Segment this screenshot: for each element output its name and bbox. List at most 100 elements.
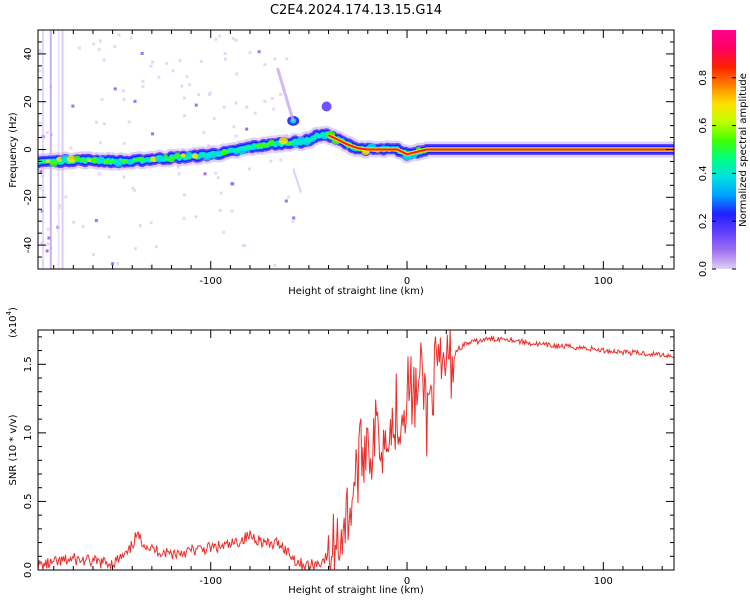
snr-x-tick-labels: -100 0 100 bbox=[199, 576, 612, 587]
spectrogram-speckle bbox=[269, 159, 273, 163]
spectrogram-ridge-blob bbox=[208, 151, 218, 159]
spectrogram-x-tick-label: -100 bbox=[199, 276, 222, 287]
spectrogram-speckle bbox=[232, 125, 236, 129]
spectrogram-speckle bbox=[182, 114, 186, 118]
spectrogram-speckle bbox=[214, 171, 218, 175]
spectrogram-speckle bbox=[81, 224, 85, 228]
colorbar: 0.0 0.2 0.4 0.6 0.8 Normalized spectral ampl… bbox=[698, 30, 749, 277]
spectrogram-speckle bbox=[219, 191, 223, 195]
spectrogram-ridge-blob bbox=[133, 157, 139, 162]
spectrogram-speckle bbox=[214, 37, 218, 41]
spectrogram-speckle bbox=[180, 84, 184, 88]
snr-frame bbox=[37, 329, 675, 571]
snr-y-axis-label: SNR (10 * v/v) bbox=[8, 414, 19, 485]
spectrogram-speckle bbox=[71, 104, 75, 108]
spectrogram-speckle bbox=[263, 99, 267, 103]
spectrogram-ridge-blob bbox=[309, 136, 317, 142]
spectrogram-ridge-blob bbox=[262, 142, 269, 148]
colorbar-tick-label: 0.0 bbox=[698, 261, 709, 277]
spectrogram-x-axis-label: Height of straight line (km) bbox=[288, 286, 424, 297]
spectrogram-ridge-blob bbox=[315, 133, 322, 139]
spectrogram-y-tick-label: -40 bbox=[23, 237, 34, 253]
spectrogram-speckle bbox=[117, 33, 121, 37]
spectrogram-ridge-blob bbox=[103, 159, 111, 165]
spectrogram-speckle bbox=[230, 209, 234, 213]
snr-panel: -100 0 100 0.0 0.5 1.0 1.5 Height of straight… bbox=[5, 307, 675, 596]
spectrogram-ridge-blob bbox=[96, 156, 106, 164]
spectrogram-ridge-blob bbox=[238, 148, 247, 155]
spectrogram-speckle bbox=[149, 221, 153, 225]
spectrogram-speckle bbox=[194, 103, 198, 107]
svg-text:(x104): (x104) bbox=[5, 307, 19, 338]
spectrogram-speckle bbox=[131, 186, 135, 190]
spectrogram-ridge-blob bbox=[110, 160, 115, 164]
spectrogram-speckle bbox=[171, 69, 175, 73]
spectrogram-ridge-blob bbox=[180, 153, 186, 158]
spectrogram-speckle bbox=[176, 165, 180, 169]
colorbar-gradient bbox=[712, 30, 736, 269]
spectrogram-ridge-blob bbox=[256, 142, 264, 149]
spectrogram-ridge-blob bbox=[220, 149, 229, 156]
snr-scale-factor: (x104) bbox=[5, 307, 19, 338]
spectrogram-speckle bbox=[113, 44, 117, 48]
spectrogram-speckle bbox=[94, 219, 98, 223]
spectrogram-speckle bbox=[113, 87, 117, 91]
spectrogram-speckle bbox=[178, 58, 182, 62]
spectrogram-speckle bbox=[127, 120, 131, 124]
spectrogram-speckle bbox=[263, 63, 267, 67]
spectrogram-speckle bbox=[234, 101, 238, 105]
spectrogram-speckle bbox=[122, 175, 126, 179]
spectrogram-ridge-blob bbox=[45, 159, 50, 163]
spectrogram-speckle bbox=[182, 96, 186, 100]
snr-y-tick-label: 0.0 bbox=[23, 562, 34, 578]
spectrogram-speckle bbox=[194, 215, 198, 219]
spectrogram-ridge-blob bbox=[302, 138, 312, 146]
snr-x-tick-label: 100 bbox=[594, 576, 613, 587]
spectrogram-ridge-blob bbox=[251, 146, 257, 151]
spectrogram-speckle bbox=[38, 69, 42, 73]
spectrogram-speckle bbox=[97, 48, 101, 52]
spectrogram-speckle bbox=[287, 195, 291, 199]
spectrogram-speckle bbox=[133, 247, 137, 251]
spectrogram-speckle bbox=[218, 34, 222, 38]
spectrogram-speckle bbox=[78, 46, 82, 50]
spectrogram-speckle bbox=[207, 144, 211, 148]
spectrogram-speckle bbox=[234, 134, 238, 138]
snr-scale-factor-exponent: 4 bbox=[5, 310, 13, 315]
spectrogram-ridge-blob bbox=[268, 139, 276, 146]
spectrogram-speckle bbox=[39, 170, 43, 174]
snr-y-tick-labels: 0.0 0.5 1.0 1.5 bbox=[23, 356, 34, 578]
spectrogram-speckle bbox=[291, 219, 295, 223]
spectrogram-speckle bbox=[212, 117, 216, 121]
colorbar-tick-label: 0.4 bbox=[698, 165, 709, 181]
spectrogram-speckle bbox=[208, 91, 212, 95]
spectrogram-feature bbox=[321, 101, 332, 112]
spectrogram-ridge-blob bbox=[198, 153, 204, 159]
spectrogram-peak-line bbox=[328, 134, 674, 156]
spectrogram-speckle bbox=[69, 146, 73, 150]
spectrogram-speckle bbox=[141, 79, 145, 83]
spectrogram-ridge-blob bbox=[174, 152, 181, 158]
snr-x-tick-label: 0 bbox=[404, 576, 410, 587]
spectrogram-ridge-blob bbox=[121, 158, 128, 164]
spectrogram-speckle bbox=[182, 216, 186, 220]
spectrogram-ridge-blob bbox=[163, 154, 168, 158]
spectrogram-ticks bbox=[38, 29, 674, 270]
spectrogram-speckle bbox=[140, 51, 144, 55]
spectrogram-ridge-blob bbox=[86, 158, 92, 162]
snr-scale-factor-base: (x10 bbox=[8, 315, 19, 338]
spectrogram-speckle bbox=[100, 97, 104, 101]
spectrogram-speckle bbox=[222, 230, 226, 234]
spectrogram-edge-streak bbox=[49, 30, 52, 269]
spectrogram-speckle bbox=[279, 158, 283, 162]
spectrogram-ridge-blob bbox=[49, 160, 58, 167]
spectrogram-speckle bbox=[72, 220, 76, 224]
spectrogram-speckle bbox=[257, 50, 261, 54]
spectrogram-speckle bbox=[245, 127, 249, 131]
colorbar-ticks: 0.0 0.2 0.4 0.6 0.8 bbox=[698, 70, 736, 277]
snr-y-tick-label: 0.5 bbox=[23, 493, 34, 509]
spectrogram-ridge-blob bbox=[215, 150, 222, 156]
spectrogram-ridge-blob bbox=[286, 141, 292, 146]
spectrogram-speckle bbox=[64, 195, 68, 199]
